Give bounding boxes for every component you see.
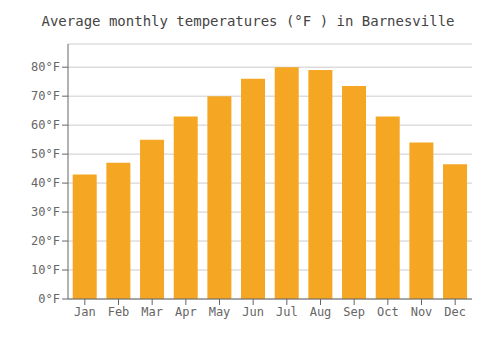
svg-text:20°F: 20°F — [31, 234, 60, 248]
svg-text:Mar: Mar — [141, 305, 163, 319]
svg-text:Jan: Jan — [74, 305, 96, 319]
svg-text:30°F: 30°F — [31, 205, 60, 219]
svg-text:80°F: 80°F — [31, 60, 60, 74]
html-text:Average monthly temperatures (: Average monthly temperatures (°F ) in Ba… — [41, 13, 455, 29]
svg-text:60°F: 60°F — [31, 118, 60, 132]
svg-text:Apr: Apr — [175, 305, 197, 319]
svg-text:Jul: Jul — [276, 305, 298, 319]
svg-text:Jun: Jun — [242, 305, 264, 319]
svg-text:Feb: Feb — [108, 305, 130, 319]
svg-text:Nov: Nov — [411, 305, 433, 319]
svg-text:Aug: Aug — [310, 305, 332, 319]
svg-text:50°F: 50°F — [31, 147, 60, 161]
svg-text:0°F: 0°F — [38, 292, 60, 306]
svg-text:Sep: Sep — [343, 305, 365, 319]
svg-text:40°F: 40°F — [31, 176, 60, 190]
svg-text:Oct: Oct — [377, 305, 399, 319]
svg-text:May: May — [209, 305, 231, 319]
svg-text:70°F: 70°F — [31, 89, 60, 103]
svg-text:10°F: 10°F — [31, 263, 60, 277]
svg-text:Dec: Dec — [444, 305, 466, 319]
